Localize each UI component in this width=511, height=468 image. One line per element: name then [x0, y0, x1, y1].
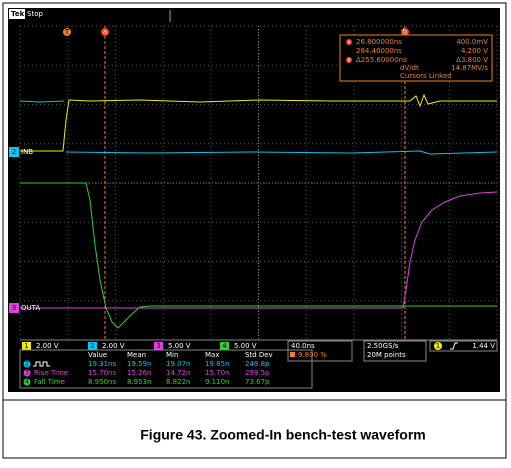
- timebase-position: 9.800 %: [298, 351, 327, 359]
- acq-box: [363, 340, 427, 362]
- column-header: Max: [205, 351, 219, 359]
- trigger-marker: [63, 28, 71, 36]
- cursor-b-badge: [401, 28, 409, 36]
- trigger-level: 1.44 V: [472, 342, 495, 350]
- channel-id: 4: [222, 342, 227, 350]
- channel-badge: [88, 342, 97, 350]
- channel-id: 1: [24, 342, 28, 350]
- channel-scale: 5.00 V: [168, 342, 191, 350]
- trace-ch4: [20, 182, 497, 329]
- row-value: 19.31ns: [88, 360, 116, 368]
- readout-a-badge: [346, 39, 352, 45]
- measurement-table: Value Mean Min Max Std Dev 2 19.31ns 19.59n 19.0…: [23, 351, 273, 386]
- trace-ch3: [20, 191, 498, 309]
- figure-caption: Figure 43. Zoomed-In bench-test waveform: [140, 427, 426, 443]
- brand-box: [9, 9, 25, 19]
- channel-scale: 5.00 V: [234, 342, 257, 350]
- row-value: 19.85n: [205, 360, 229, 368]
- row-value: 249.8p: [245, 360, 270, 368]
- trigger-source: 1: [436, 342, 440, 350]
- row-channel-badge: [23, 378, 31, 386]
- row-value: 8.950ns: [88, 378, 116, 386]
- trigger-source-badge: [434, 342, 442, 350]
- pulse-icon: [33, 361, 50, 367]
- column-header: Value: [88, 351, 107, 359]
- cursor-readout: [339, 34, 493, 82]
- trace-ch2: [19, 100, 65, 103]
- channel-settings: 1 2.00 V 2 2.00 V 3 5.00 V 4 5.00 V: [22, 342, 257, 350]
- timebase-scale: 40.0ns: [291, 342, 315, 350]
- readout-delta-volt: Δ3.800 V: [456, 56, 488, 64]
- row-value: 299.5p: [245, 369, 270, 377]
- column-header: Mean: [127, 351, 146, 359]
- readout-a-volt: 400.0mV: [456, 38, 488, 46]
- row-value: 19.59n: [127, 360, 151, 368]
- inb-channel: 2: [12, 148, 16, 156]
- row-value: 9.110n: [205, 378, 229, 386]
- readout-delta-time: Δ255.60000ns: [356, 56, 407, 64]
- row-channel-badge: [23, 360, 31, 368]
- row-value: 15.70n: [205, 369, 229, 377]
- row-value: 15.70ns: [88, 369, 116, 377]
- channel-id: 2: [90, 342, 94, 350]
- readout-b-badge: [346, 57, 352, 63]
- trigger-box: [429, 340, 498, 352]
- row-value: 14.72n: [166, 369, 190, 377]
- row-channel: 2: [25, 361, 29, 368]
- record-length: 20M points: [367, 351, 406, 359]
- trace-ch1: [20, 93, 497, 152]
- outa-badge: [9, 303, 19, 313]
- readout-mode: Cursors Linked: [400, 72, 452, 80]
- row-channel: 3: [25, 370, 29, 377]
- column-header: Std Dev: [245, 351, 273, 359]
- readout-b-label: b: [347, 58, 350, 64]
- trigger-slope-icon: [450, 342, 458, 350]
- channel-scale: 2.00 V: [102, 342, 125, 350]
- position-icon: [290, 352, 295, 357]
- brand: Tek: [11, 10, 25, 18]
- channel-badge: [220, 342, 229, 350]
- timebase-box: [287, 340, 353, 362]
- readout-slope-label: dV/dt: [400, 64, 419, 72]
- channel-id: 3: [156, 342, 160, 350]
- acq-state: Stop: [27, 10, 43, 18]
- trace-ch2: [65, 150, 498, 155]
- row-name: Fall Time: [34, 378, 65, 386]
- readout-b-time: 284.40000ns: [356, 47, 402, 55]
- readout-a-time: 26.800000ns: [356, 38, 402, 46]
- channel-scale: 2.00 V: [36, 342, 59, 350]
- measurement-box: [19, 349, 313, 389]
- inb-badge: [9, 147, 19, 157]
- inb-label: INB: [21, 148, 33, 156]
- cursor-a-label: a: [103, 28, 107, 36]
- outa-channel: 3: [12, 304, 16, 312]
- row-value: 19.07n: [166, 360, 190, 368]
- cursor-b-label: b: [403, 28, 408, 36]
- row-value: 73.67p: [245, 378, 270, 386]
- row-name: Rise Time: [34, 369, 68, 377]
- channel-badge: [154, 342, 163, 350]
- row-value: 15.26n: [127, 369, 151, 377]
- column-header: Min: [166, 351, 178, 359]
- outa-label: OUTA: [21, 304, 40, 312]
- readout-b-volt: 4.200 V: [461, 47, 488, 55]
- row-channel-badge: [23, 369, 31, 377]
- row-value: 8.953n: [127, 378, 151, 386]
- channel-badge: [22, 342, 31, 350]
- sample-rate: 2.50GS/s: [367, 342, 399, 350]
- trigger-marker-label: T: [64, 28, 70, 36]
- cursor-a-badge: [101, 28, 109, 36]
- row-value: 8.822n: [166, 378, 190, 386]
- readout-slope: 14.87MV/s: [451, 64, 488, 72]
- readout-a-label: a: [347, 40, 350, 46]
- row-channel: 4: [25, 379, 29, 386]
